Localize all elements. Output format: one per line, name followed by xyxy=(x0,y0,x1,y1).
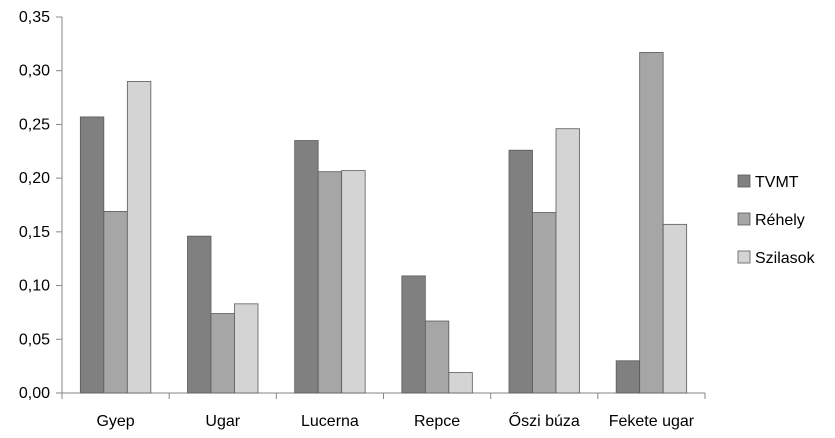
legend-label-réhely: Réhely xyxy=(755,212,805,229)
y-tick-label: 0,15 xyxy=(19,224,50,241)
x-tick-label: Őszi búza xyxy=(509,411,580,430)
y-tick-label: 0,05 xyxy=(19,331,50,348)
y-tick-label: 0,30 xyxy=(19,63,50,80)
y-tick-label: 0,35 xyxy=(19,9,50,26)
bar-szilasok xyxy=(126,81,152,394)
legend-label-szilasok: Szilasok xyxy=(755,250,816,267)
bar-szilasok xyxy=(448,372,473,394)
bar-tvmt xyxy=(508,149,533,394)
bar-szilasok xyxy=(234,303,259,394)
legend-label-tvmt: TVMT xyxy=(755,174,799,191)
bar-réhely xyxy=(532,212,557,394)
bar-réhely xyxy=(424,320,450,394)
x-tick-label: Lucerna xyxy=(301,413,359,430)
y-tick-label: 0,10 xyxy=(19,278,50,295)
bar-tvmt xyxy=(79,116,105,394)
bar-tvmt xyxy=(294,140,319,394)
bar-tvmt xyxy=(187,235,212,394)
bar-réhely xyxy=(639,52,664,394)
x-tick-label: Gyep xyxy=(96,413,134,430)
bar-szilasok xyxy=(662,223,688,394)
bar-réhely xyxy=(210,313,235,394)
bar-tvmt xyxy=(615,360,641,394)
bar-szilasok xyxy=(341,170,366,394)
bar-réhely xyxy=(317,171,343,394)
legend-swatch-tvmt xyxy=(737,174,751,188)
x-tick-label: Repce xyxy=(414,413,460,430)
legend-swatch-szilasok xyxy=(737,250,751,264)
legend-swatch-réhely xyxy=(737,212,751,226)
x-tick-label: Ugar xyxy=(205,413,240,430)
bar-réhely xyxy=(103,211,128,394)
bar-szilasok xyxy=(555,128,580,394)
bar-tvmt xyxy=(401,275,426,394)
y-tick-label: 0,25 xyxy=(19,116,50,133)
x-tick-label: Fekete ugar xyxy=(609,413,695,430)
y-tick-label: 0,00 xyxy=(19,385,50,402)
y-tick-label: 0,20 xyxy=(19,170,50,187)
